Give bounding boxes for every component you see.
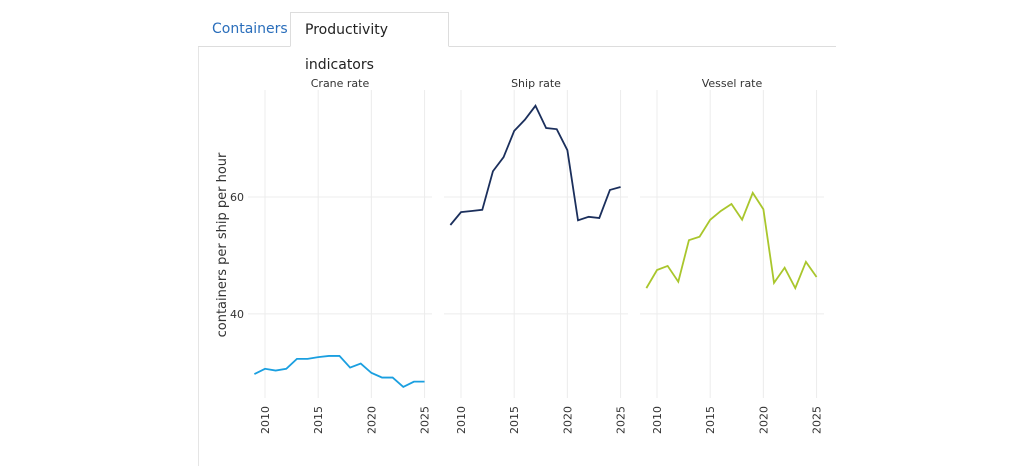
x-tick-label: 2015 — [704, 406, 717, 434]
data-line — [253, 355, 425, 388]
tab[interactable]: Containers — [212, 21, 288, 37]
x-tick-label: 2020 — [561, 406, 574, 434]
x-tick-label: 2010 — [455, 406, 468, 434]
x-tick-label: 2010 — [651, 406, 664, 434]
panel-title: Vessel rate — [702, 77, 763, 90]
panel-title: Ship rate — [511, 77, 561, 90]
y-tick-label: 60 — [230, 191, 244, 204]
x-tick-label: 2015 — [508, 406, 521, 434]
data-line — [645, 190, 818, 291]
y-tick-label: 40 — [230, 308, 244, 321]
x-tick-label: 2025 — [615, 406, 628, 434]
x-tick-label: 2020 — [757, 406, 770, 434]
x-tick-label: 2025 — [419, 406, 432, 434]
x-tick-label: 2010 — [259, 406, 272, 434]
panel-title: Crane rate — [311, 77, 370, 90]
panel-border — [198, 47, 199, 466]
x-tick-label: 2025 — [811, 406, 824, 434]
tab-divider — [198, 46, 836, 47]
x-tick-label: 2020 — [365, 406, 378, 434]
tab-active[interactable]: Productivity indicators — [290, 12, 449, 73]
data-line — [449, 104, 621, 226]
x-tick-label: 2015 — [312, 406, 325, 434]
y-axis-label: containers per ship per hour — [215, 152, 230, 337]
